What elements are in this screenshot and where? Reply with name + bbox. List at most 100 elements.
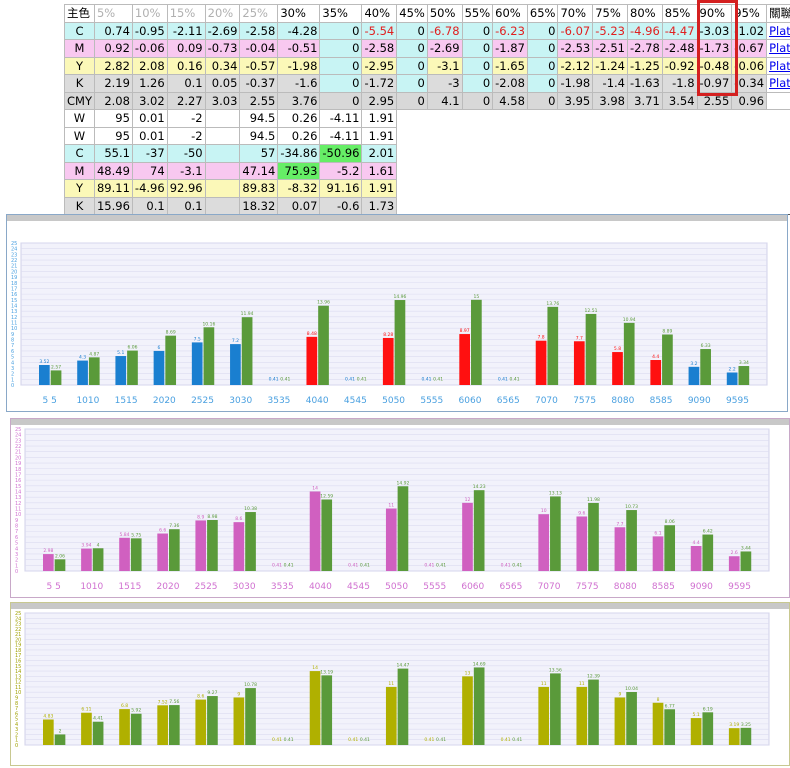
table-cell: 0	[526, 91, 559, 110]
sub-table-cell: 74	[131, 161, 168, 180]
table-cell: 2.55	[239, 91, 279, 110]
table-cell: 0	[526, 74, 559, 93]
plate-link[interactable]: Plate	[769, 41, 790, 56]
data-label: 13.19	[320, 669, 333, 675]
bar	[245, 688, 256, 745]
x-tick-label: 7070	[535, 396, 558, 406]
data-label: 10.04	[625, 686, 638, 692]
y-tick-label: 19	[11, 275, 17, 281]
data-label: 0.41	[510, 377, 520, 383]
chart-top-band	[11, 603, 789, 609]
table-cell: 0	[526, 39, 559, 58]
x-tick-label: 5555	[423, 582, 446, 592]
x-tick-label: 1010	[76, 396, 99, 406]
bar	[39, 365, 50, 385]
bar	[738, 366, 750, 385]
data-label: 0.41	[424, 737, 434, 743]
data-label: 4.4	[652, 354, 659, 360]
data-label: 2.6	[731, 550, 738, 556]
data-label: 14	[312, 485, 318, 491]
sub-table-row: W 95 0.01 -2 94.5 0.26 -4.11 1.91	[64, 109, 790, 128]
magenta-chart-panel: 0 1 2 3 4 5 6 7 8 9 10 11 12 13 14 15 16 17 18 19 20 21 22 23 24…	[10, 418, 790, 598]
y-tick-label: 13	[15, 495, 21, 501]
y-tick-label: 17	[15, 472, 21, 478]
bar	[588, 679, 599, 745]
data-label: 14.92	[397, 480, 410, 486]
plot-area	[20, 242, 768, 386]
y-tick-label: 8	[15, 701, 18, 707]
table-cell: -0.73	[204, 39, 241, 58]
data-label: 9	[237, 691, 240, 697]
data-label: 11	[541, 681, 547, 687]
data-label: 12.39	[587, 674, 600, 680]
y-tick-label: 18	[11, 281, 17, 287]
y-tick-label: 11	[15, 685, 21, 691]
y-tick-label: 2	[11, 372, 14, 378]
data-label: 6.77	[665, 703, 675, 709]
table-cell: -1.02	[731, 21, 768, 40]
data-label: 8.6	[197, 694, 204, 700]
data-label: 7.56	[169, 699, 179, 705]
data-label: 3.19	[729, 722, 739, 728]
sub-table-cell: 1.91	[361, 109, 398, 128]
bar	[43, 554, 54, 571]
plate-link[interactable]: Plate	[769, 23, 790, 38]
x-tick-label: 6060	[459, 396, 482, 406]
bar	[77, 360, 88, 385]
x-tick-label: 4545	[344, 396, 367, 406]
bar	[547, 306, 559, 385]
data-label: 10.38	[244, 506, 257, 512]
table-cell: -6.07	[557, 21, 594, 40]
sub-table-cell: 94.5	[239, 109, 279, 128]
table-cell: -4.96	[627, 21, 663, 40]
y-tick-label: 20	[11, 269, 17, 275]
y-tick-label: 5	[15, 717, 18, 723]
bar	[462, 676, 473, 745]
header-percent: 95%	[731, 4, 768, 23]
sub-table-cell: -4.11	[319, 126, 363, 145]
header-percent: 50%	[426, 4, 463, 23]
y-tick-label: 18	[15, 467, 21, 473]
sub-table-cell: 55.1	[93, 144, 133, 163]
row-label: C	[64, 21, 95, 40]
header-percent: 85%	[661, 4, 698, 23]
plate-link[interactable]: Plate	[769, 58, 790, 73]
plate-link[interactable]: Plate	[769, 76, 790, 91]
plate-cell: Plate	[766, 74, 790, 93]
data-label: 8	[657, 697, 660, 703]
bar	[130, 538, 142, 571]
table-cell: -4.28	[277, 21, 321, 40]
sub-table-cell: 0.07	[277, 196, 321, 215]
data-label: 5.8	[614, 346, 621, 352]
data-label: 10.73	[625, 504, 638, 510]
bar	[652, 536, 664, 571]
bar	[195, 699, 207, 745]
sub-table-cell: 2.01	[361, 144, 398, 163]
y-tick-label: 11	[15, 507, 21, 513]
x-tick-label: 3535	[268, 396, 291, 406]
sub-table-cell: 1.61	[361, 161, 398, 180]
bar	[382, 337, 394, 385]
sub-table-cell: 0.26	[277, 109, 321, 128]
table-cell: -0.48	[696, 56, 733, 75]
x-tick-label: 9090	[688, 396, 711, 406]
bar	[662, 334, 673, 385]
sub-table-cell: -50	[166, 144, 206, 163]
data-label: 2.2	[729, 367, 736, 373]
y-tick-label: 16	[11, 292, 17, 298]
header-percent: 30%	[277, 4, 321, 23]
bar	[130, 713, 142, 745]
sub-table-cell: -3.1	[166, 161, 206, 180]
data-label: 13	[465, 670, 471, 676]
header-percent: 35%	[319, 4, 363, 23]
sub-table-cell: -0.6	[319, 196, 363, 215]
y-tick-label: 0	[15, 743, 18, 749]
data-label: 7.36	[169, 523, 179, 529]
plate-cell: Plate	[766, 56, 790, 75]
table-cell: 0	[319, 91, 363, 110]
header-percent: 45%	[396, 4, 428, 23]
table-cell: 2.55	[696, 91, 733, 110]
x-tick-label: 1515	[115, 396, 138, 406]
y-tick-label: 22	[15, 627, 21, 633]
bar	[688, 366, 700, 385]
